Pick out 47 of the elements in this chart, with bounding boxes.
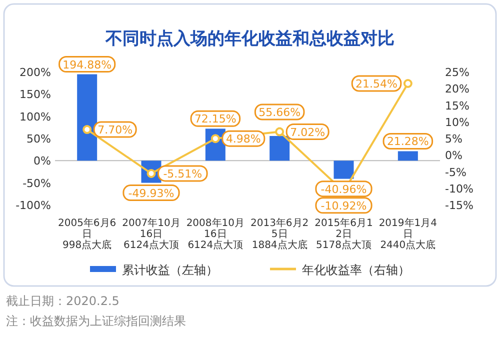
y2-tick-label: 15% xyxy=(445,99,470,112)
y-tick-label: -100% xyxy=(16,199,51,212)
bar xyxy=(334,160,354,179)
point xyxy=(275,127,284,136)
y2-tick-label: -10% xyxy=(445,182,474,196)
bar xyxy=(77,74,98,161)
data-label: 21.28% xyxy=(386,135,429,148)
x-tick-label: 2013年6月25日 1884点大底 xyxy=(250,217,309,251)
point xyxy=(82,125,92,134)
x-tick-label: 2007年10月16日 6124点大顶 xyxy=(122,217,180,251)
y2-tick-label: 0% xyxy=(445,149,462,162)
bar xyxy=(398,151,418,161)
data-label: -40.96% xyxy=(320,182,367,196)
legend-label: 年化收益率（右轴） xyxy=(302,263,410,277)
data-label: 194.88% xyxy=(62,58,112,72)
x-tick-label: 2015年6月12日 5178点大顶 xyxy=(314,217,373,251)
data-label: 7.70% xyxy=(98,124,133,137)
y2-tick-label: 5% xyxy=(445,132,462,146)
y2-tick-label: 20% xyxy=(445,82,470,96)
data-label: 7.02% xyxy=(290,126,326,139)
point xyxy=(403,79,412,88)
point xyxy=(210,134,220,144)
y-tick-label: -50% xyxy=(22,176,51,190)
y-tick-label: 100% xyxy=(20,110,51,124)
x-tick-label: 2005年6月6日 998点大底 xyxy=(58,217,116,251)
text: 注：收益数据为上证综指回测结果 xyxy=(6,314,186,328)
y2-tick-label: -5% xyxy=(445,166,466,179)
legend-label: 累计收益（左轴） xyxy=(122,263,218,277)
data-label: 21.54% xyxy=(356,78,398,91)
y-tick-label: 50% xyxy=(26,132,51,146)
y-tick-label: 0% xyxy=(34,154,51,168)
y2-tick-label: -15% xyxy=(445,199,474,212)
chart-title: 不同时点入场的年化收益和总收益对比 xyxy=(104,29,394,49)
y2-tick-label: 25% xyxy=(445,66,470,79)
text: 截止日期：2020.2.5 xyxy=(6,294,120,308)
y-tick-label: 200% xyxy=(20,66,51,79)
x-tick-label: 2008年10月16日 6124点大顶 xyxy=(186,217,245,251)
data-label: 4.98% xyxy=(226,132,261,146)
data-label: 72.15% xyxy=(194,112,236,126)
data-label: -10.92% xyxy=(320,199,367,212)
y2-tick-label: 10% xyxy=(445,116,470,129)
data-label: 55.66% xyxy=(258,106,301,119)
y-tick-label: 150% xyxy=(20,88,51,102)
data-label: -5.51% xyxy=(163,167,202,180)
data-label: -49.93% xyxy=(128,186,174,200)
x-tick-label: 2019年1月4日 2440点大底 xyxy=(378,217,438,251)
bar xyxy=(270,136,290,161)
